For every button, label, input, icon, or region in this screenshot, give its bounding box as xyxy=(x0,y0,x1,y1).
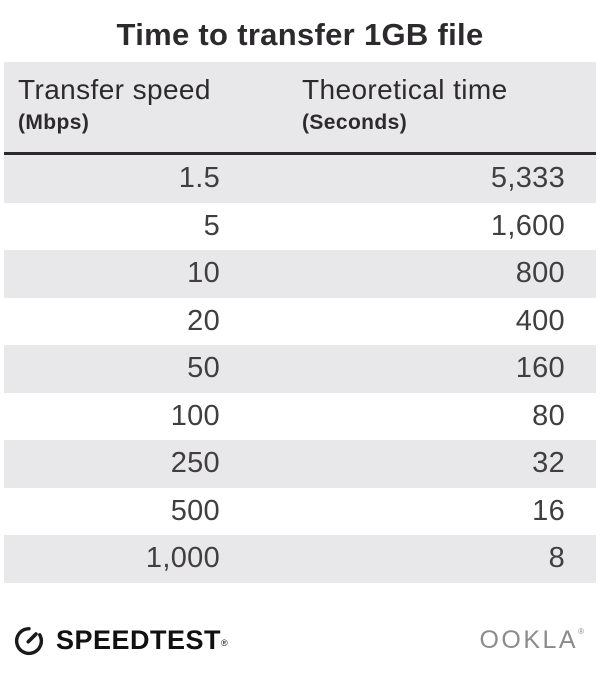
speedtest-gauge-icon xyxy=(14,626,44,655)
table-row: 10 800 xyxy=(4,250,596,298)
table-row: 1.5 5,333 xyxy=(4,155,596,203)
ookla-trademark-symbol: ® xyxy=(578,627,584,636)
time-value: 8 xyxy=(548,542,565,575)
table-row: 20 400 xyxy=(4,298,596,346)
column-header-speed-label: Transfer speed xyxy=(18,74,211,105)
speed-value: 50 xyxy=(187,352,220,385)
transfer-time-table: Transfer speed (Mbps) Theoretical time (… xyxy=(4,62,596,583)
speedtest-wordmark: SPEEDTEST xyxy=(56,625,222,655)
speed-value: 1,000 xyxy=(145,542,220,575)
time-value: 80 xyxy=(532,399,565,432)
table-row: 50 160 xyxy=(4,345,596,393)
column-header-speed-unit: (Mbps) xyxy=(18,111,90,134)
speed-value: 250 xyxy=(170,447,220,480)
column-header-speed: Transfer speed (Mbps) xyxy=(4,74,302,136)
speed-value: 1.5 xyxy=(178,162,220,195)
time-value: 160 xyxy=(515,352,565,385)
speed-value: 20 xyxy=(187,304,220,337)
column-header-time-label: Theoretical time xyxy=(302,74,508,105)
footer: SPEEDTEST ® OOKLA ® xyxy=(0,619,600,663)
table-row: 1,000 8 xyxy=(4,535,596,583)
ookla-logo: OOKLA ® xyxy=(479,626,584,655)
column-header-time-unit: (Seconds) xyxy=(302,111,408,134)
speedtest-logo: SPEEDTEST ® xyxy=(10,622,228,660)
speed-value: 100 xyxy=(170,399,220,432)
time-value: 400 xyxy=(515,304,565,337)
table-row: 500 16 xyxy=(4,488,596,536)
speed-value: 5 xyxy=(203,209,220,242)
table-row: 5 1,600 xyxy=(4,203,596,251)
table-row: 100 80 xyxy=(4,393,596,441)
time-value: 32 xyxy=(532,447,565,480)
time-value: 5,333 xyxy=(490,162,565,195)
page-title: Time to transfer 1GB file xyxy=(116,17,484,52)
time-value: 1,600 xyxy=(490,209,565,242)
column-header-time: Theoretical time (Seconds) xyxy=(302,74,596,136)
speedtest-trademark-symbol: ® xyxy=(221,637,228,648)
time-value: 16 xyxy=(532,494,565,527)
speed-value: 10 xyxy=(187,257,220,290)
ookla-wordmark: OOKLA xyxy=(479,626,579,654)
speed-value: 500 xyxy=(170,494,220,527)
time-value: 800 xyxy=(515,257,565,290)
table-header-row: Transfer speed (Mbps) Theoretical time (… xyxy=(4,62,596,155)
table-row: 250 32 xyxy=(4,440,596,488)
